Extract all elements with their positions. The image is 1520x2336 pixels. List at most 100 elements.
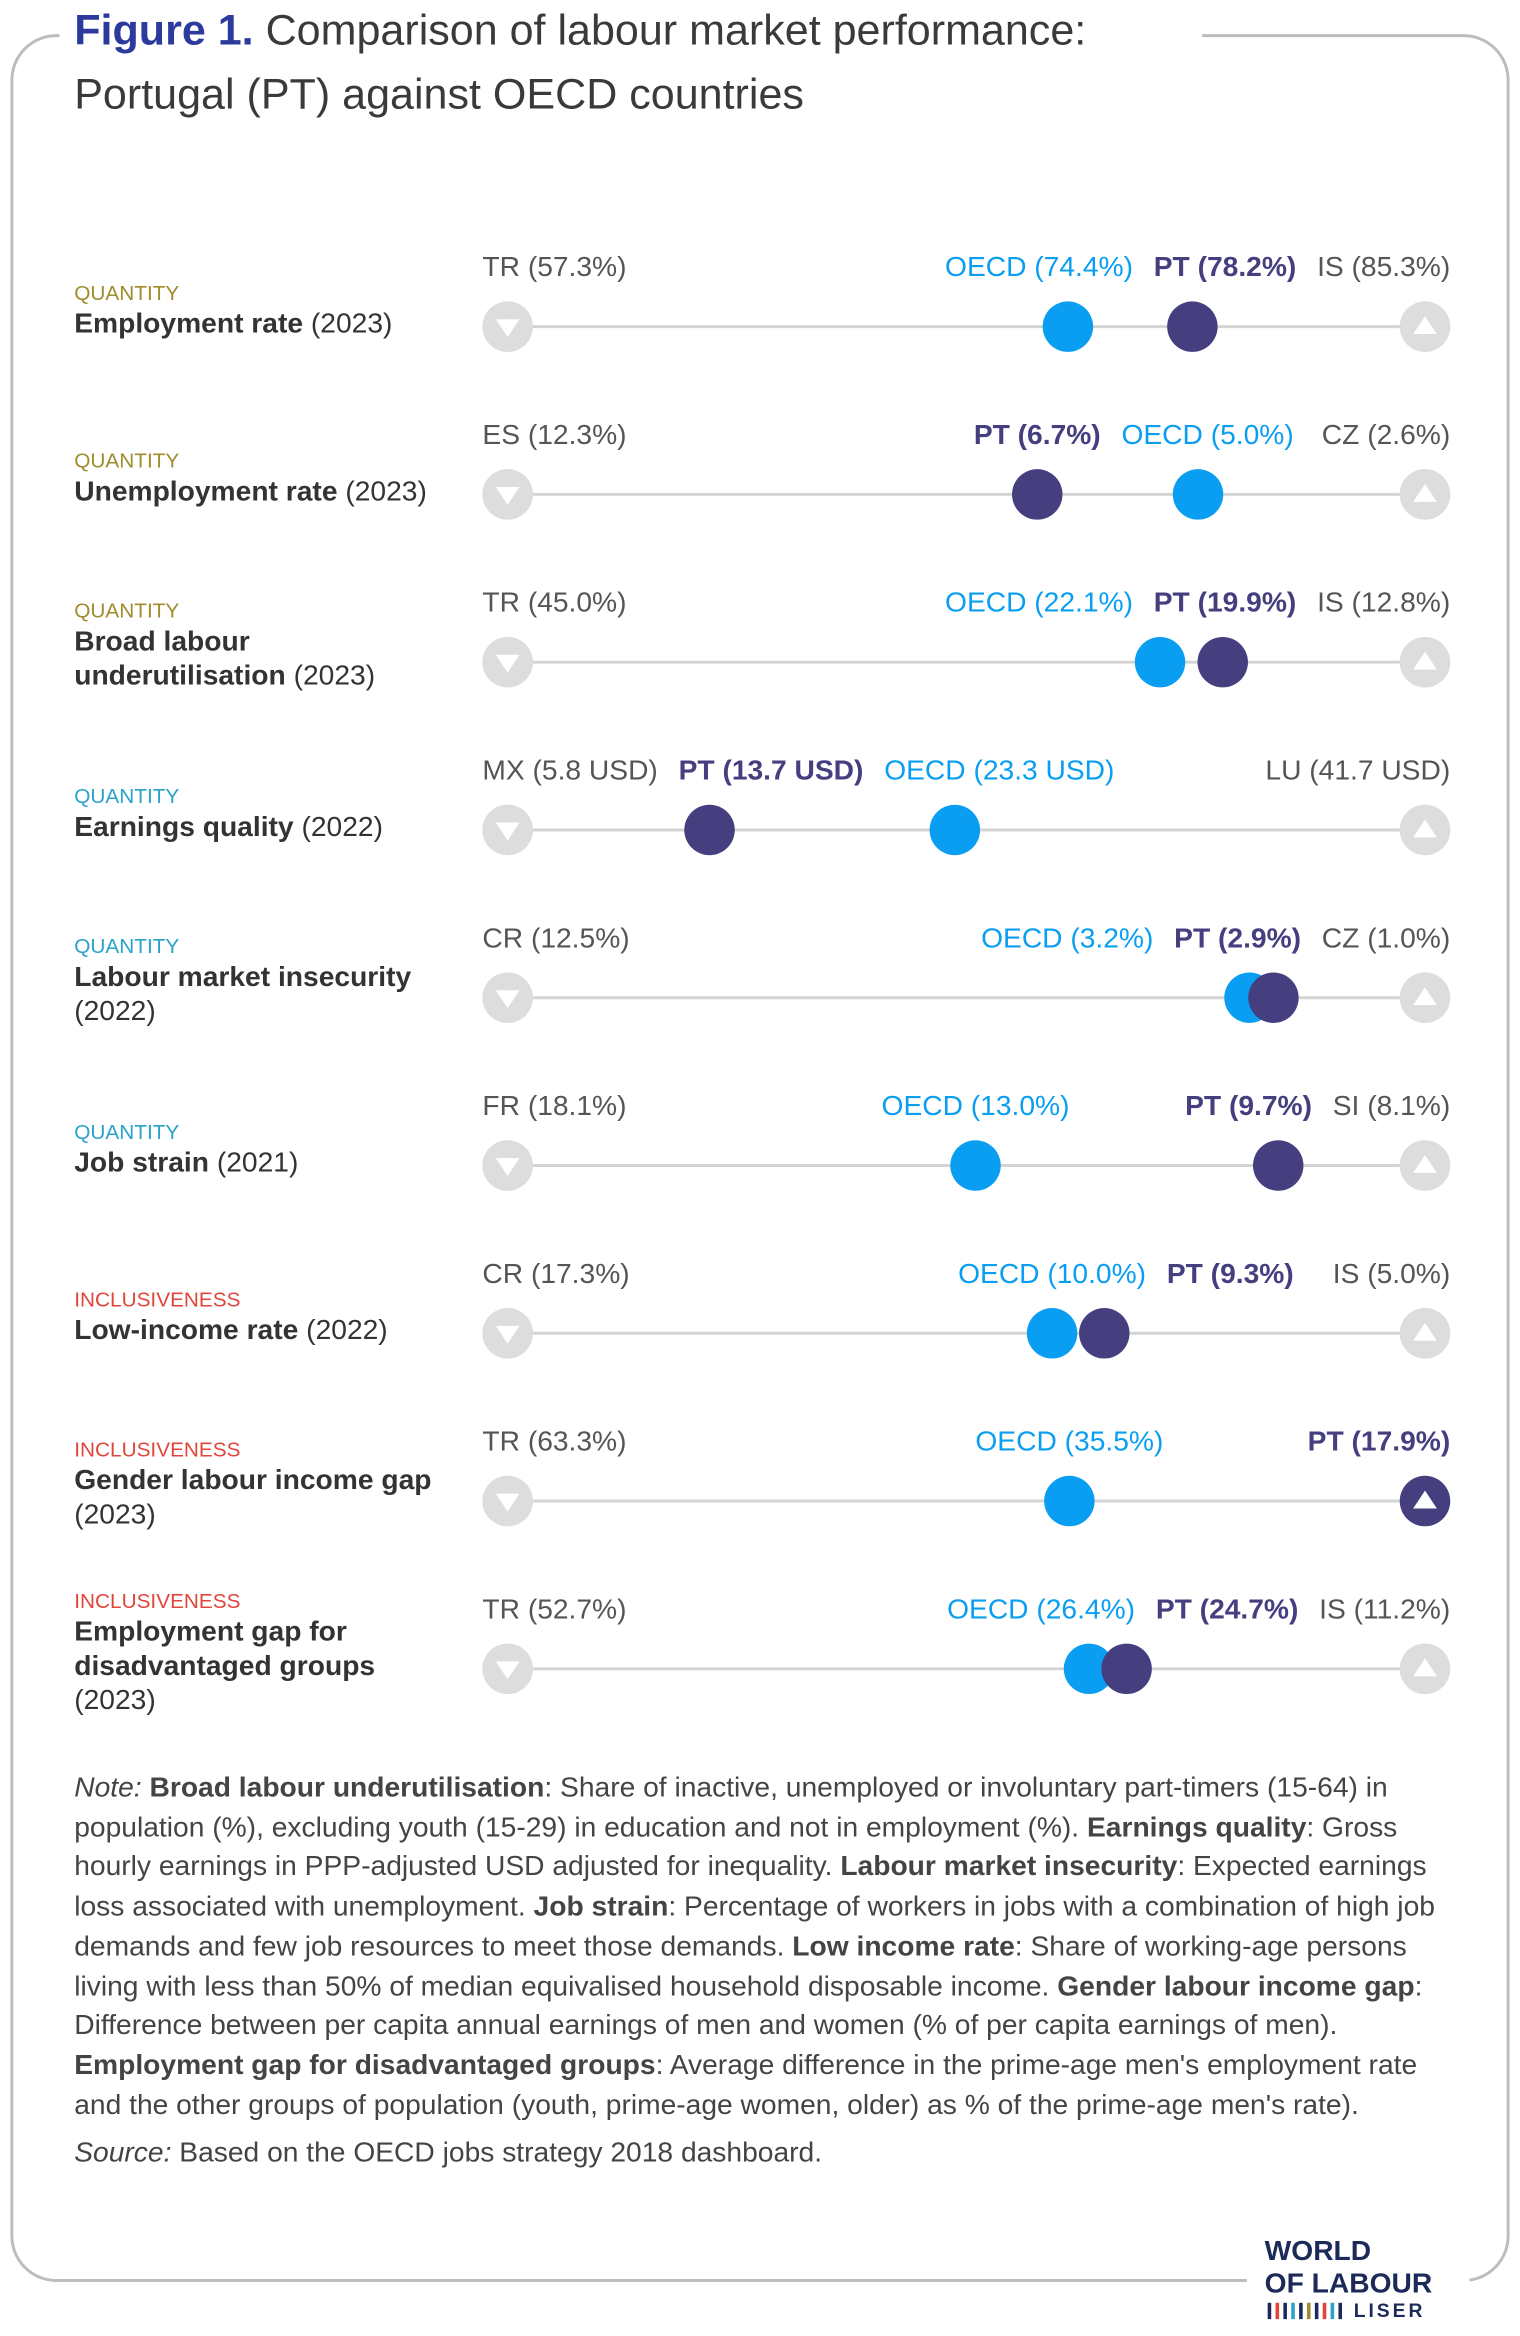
arrow-down xyxy=(495,319,520,338)
note-text: : Share of working-age persons living wi… xyxy=(74,1931,1407,2003)
row-group: QUANTITY xyxy=(74,933,180,958)
row-label: QUANTITY Employment rate (2023) xyxy=(74,190,453,428)
row-title: Job strain xyxy=(74,1146,210,1179)
logo-line: OF LABOUR xyxy=(1265,2266,1433,2298)
arrow-up xyxy=(1413,1155,1437,1173)
row-group: QUANTITY xyxy=(74,598,180,623)
row-label-box: QUANTITY Earnings quality (2022) xyxy=(74,693,453,931)
arrow-down xyxy=(495,654,520,673)
logo-bar xyxy=(1306,2302,1311,2320)
row-name: Broad labour underutilisation (2023) xyxy=(74,625,453,693)
value-label: OECD (35.5%) xyxy=(975,1425,1163,1457)
tick-label: CZ (2.6%) xyxy=(1322,418,1450,450)
value-label: PT (24.7%) xyxy=(1156,1592,1299,1624)
tick-label: CR (12.5%) xyxy=(482,921,629,953)
row-year: (2021) xyxy=(216,1146,299,1179)
row-label: INCLUSIVENESS Employment gap for disadvan… xyxy=(74,1532,453,1770)
dot xyxy=(1101,1643,1152,1695)
arrow-up xyxy=(1413,987,1437,1006)
tick-label: IS (11.2%) xyxy=(1319,1592,1450,1624)
figure-title: Comparison of labour market performance:… xyxy=(74,7,1087,119)
dot xyxy=(1079,1308,1130,1359)
source-label: Source: xyxy=(74,2138,172,2170)
row-title: Unemployment rate xyxy=(74,475,338,508)
dot xyxy=(1172,469,1224,520)
value-label: PT (19.9%) xyxy=(1154,586,1297,618)
arrow-down xyxy=(495,822,520,841)
row-label: QUANTITY Earnings quality (2022) xyxy=(74,693,453,931)
row-label: QUANTITY Unemployment rate (2023) xyxy=(74,358,453,596)
logo-bar xyxy=(1322,2302,1327,2320)
tick-label: TR (63.3%) xyxy=(482,1425,626,1457)
note-text: : Share of inactive, unemployed or invol… xyxy=(74,1772,1388,1844)
arrow-up xyxy=(1413,1322,1437,1341)
logo-bar xyxy=(1275,2302,1280,2320)
arrow-up xyxy=(1413,484,1437,502)
note-text: : Gross hourly earnings in PPP-adjusted … xyxy=(74,1812,1398,1884)
row-name: Labour market insecurity (2022) xyxy=(74,961,453,1029)
tick-label: IS (85.3%) xyxy=(1317,250,1450,282)
row-label-box: INCLUSIVENESS Gender labour income gap (2… xyxy=(74,1364,453,1602)
row-name: Low-income rate (2022) xyxy=(74,1313,453,1347)
logo-bar xyxy=(1299,2302,1303,2320)
value-label: OECD (22.1%) xyxy=(945,586,1133,618)
dot xyxy=(1026,1308,1078,1359)
row-year: (2022) xyxy=(301,811,383,843)
tick-label: TR (45.0%) xyxy=(482,586,626,618)
row-group: QUANTITY xyxy=(74,1118,180,1143)
logo-line: WORLD xyxy=(1265,2234,1371,2266)
row-year: (2022) xyxy=(74,996,156,1028)
row-name: Employment gap for disadvantaged groups … xyxy=(74,1615,453,1717)
row-label: INCLUSIVENESS Gender labour income gap (2… xyxy=(74,1364,453,1602)
dot xyxy=(1042,301,1094,352)
note-text: : Percentage of workers in jobs with a c… xyxy=(74,1891,1435,1963)
tick-label: MX (5.8 USD) xyxy=(482,754,657,786)
value-label: OECD (23.3 USD) xyxy=(884,754,1114,786)
row-title: Earnings quality xyxy=(74,811,294,843)
row-title: Low-income rate xyxy=(74,1314,299,1346)
dot xyxy=(1044,1475,1095,1527)
row-title: Broad labour underutilisation xyxy=(74,626,286,692)
row-year: (2023) xyxy=(293,660,376,692)
value-label: OECD (10.0%) xyxy=(958,1257,1146,1289)
row-title: Gender labour income gap xyxy=(74,1465,432,1497)
note-term: Labour market insecurity xyxy=(840,1852,1178,1884)
row-label: INCLUSIVENESS Low-income rate (2022) xyxy=(74,1197,453,1435)
note-term: Gender labour income gap xyxy=(1057,1970,1415,2003)
dot xyxy=(1134,636,1186,688)
arrow-down xyxy=(495,990,520,1009)
value-label: PT (9.3%) xyxy=(1167,1257,1294,1289)
note-term: Broad labour underutilisation xyxy=(149,1772,545,1804)
row-name: Employment rate (2023) xyxy=(74,307,453,341)
arrow-down xyxy=(495,1158,520,1176)
dot xyxy=(1167,301,1218,352)
note-term: Employment gap for disadvantaged groups xyxy=(74,2050,656,2082)
note-text: : Difference between per capita annual e… xyxy=(74,1970,1423,2042)
arrow-down xyxy=(495,1325,520,1344)
note-term: Low income rate xyxy=(792,1931,1015,1963)
value-label: PT (17.9%) xyxy=(1308,1425,1451,1457)
dot xyxy=(1012,469,1063,520)
row-title: Labour market insecurity xyxy=(74,962,412,994)
row-year: (2023) xyxy=(345,475,427,508)
dot xyxy=(1248,972,1299,1023)
dot xyxy=(929,804,981,856)
row-label-box: INCLUSIVENESS Employment gap for disadvan… xyxy=(74,1532,453,1770)
row-name: Unemployment rate (2023) xyxy=(74,474,453,508)
row-group: QUANTITY xyxy=(74,783,180,807)
row-group: QUANTITY xyxy=(74,279,180,304)
row-group: INCLUSIVENESS xyxy=(74,1587,241,1612)
arrow-up xyxy=(1413,651,1437,670)
row-label: QUANTITY Labour market insecurity (2022) xyxy=(74,861,453,1099)
tick-label: IS (5.0%) xyxy=(1333,1257,1450,1289)
row-title: Employment rate xyxy=(74,308,304,340)
note-text: : Expected earnings loss associated with… xyxy=(74,1852,1427,1923)
row-year: (2023) xyxy=(74,1684,156,1716)
value-label: OECD (5.0%) xyxy=(1121,418,1293,450)
row-name: Earnings quality (2022) xyxy=(74,810,453,844)
dot xyxy=(950,1140,1001,1191)
tick-label: CZ (1.0%) xyxy=(1322,921,1450,953)
row-year: (2023) xyxy=(310,308,393,340)
tick-label: ES (12.3%) xyxy=(482,418,626,450)
row-label-box: QUANTITY Job strain (2021) xyxy=(74,1118,299,1179)
